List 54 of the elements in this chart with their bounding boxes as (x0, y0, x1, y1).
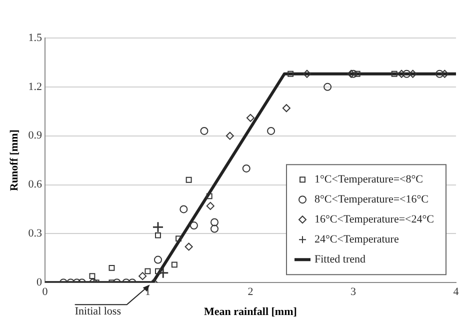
point (210, 218, 219, 226)
point (398, 70, 406, 78)
point (267, 126, 276, 135)
point (152, 221, 164, 233)
y-tick-label: 0.9 (28, 130, 42, 142)
point (302, 70, 311, 78)
point (246, 114, 254, 122)
x-tick-label: 4 (453, 286, 460, 298)
point (402, 70, 411, 78)
point (347, 70, 356, 78)
y-tick-label: 0 (36, 276, 42, 288)
point (210, 224, 219, 233)
point (89, 273, 96, 280)
point (436, 70, 444, 78)
point (391, 70, 398, 77)
x-axis-title: Mean rainfall [mm] (204, 306, 297, 318)
point (288, 70, 294, 77)
point (138, 272, 147, 280)
point (180, 205, 188, 214)
x-tick-label: 2 (248, 286, 254, 298)
x-tick-label: 3 (350, 286, 356, 298)
point (176, 236, 182, 242)
point (206, 193, 212, 200)
point (186, 176, 192, 183)
point (144, 268, 151, 274)
point (171, 262, 178, 268)
y-tick-label: 0.6 (28, 178, 42, 191)
point (155, 268, 161, 274)
point (154, 256, 162, 264)
point (440, 70, 449, 78)
point (155, 232, 161, 238)
point (206, 202, 214, 210)
point (349, 70, 358, 78)
point (226, 132, 234, 140)
legend-label: 16°C<Temperature=<24°C (314, 213, 434, 226)
annotation: Initial loss (74, 306, 121, 318)
point (408, 70, 417, 78)
point (354, 70, 360, 77)
y-tick-label: 1.5 (28, 32, 42, 44)
y-axis-title: Runoff [mm] (8, 130, 20, 192)
point (200, 126, 208, 135)
point (190, 222, 198, 230)
legend-label: Fitted trend (314, 253, 366, 266)
point (157, 267, 169, 279)
legend-label: 8°C<Temperature=<16°C (314, 193, 429, 206)
point (184, 242, 193, 251)
legend-label: 1°C<Temperature=<8°C (314, 173, 424, 186)
point (324, 82, 332, 91)
point (108, 264, 115, 271)
point (242, 164, 250, 172)
y-tick-label: 0.3 (28, 228, 42, 240)
point (282, 104, 290, 112)
y-tick-label: 1.2 (28, 80, 42, 93)
legend-label: 24°C<Temperature (314, 233, 399, 246)
